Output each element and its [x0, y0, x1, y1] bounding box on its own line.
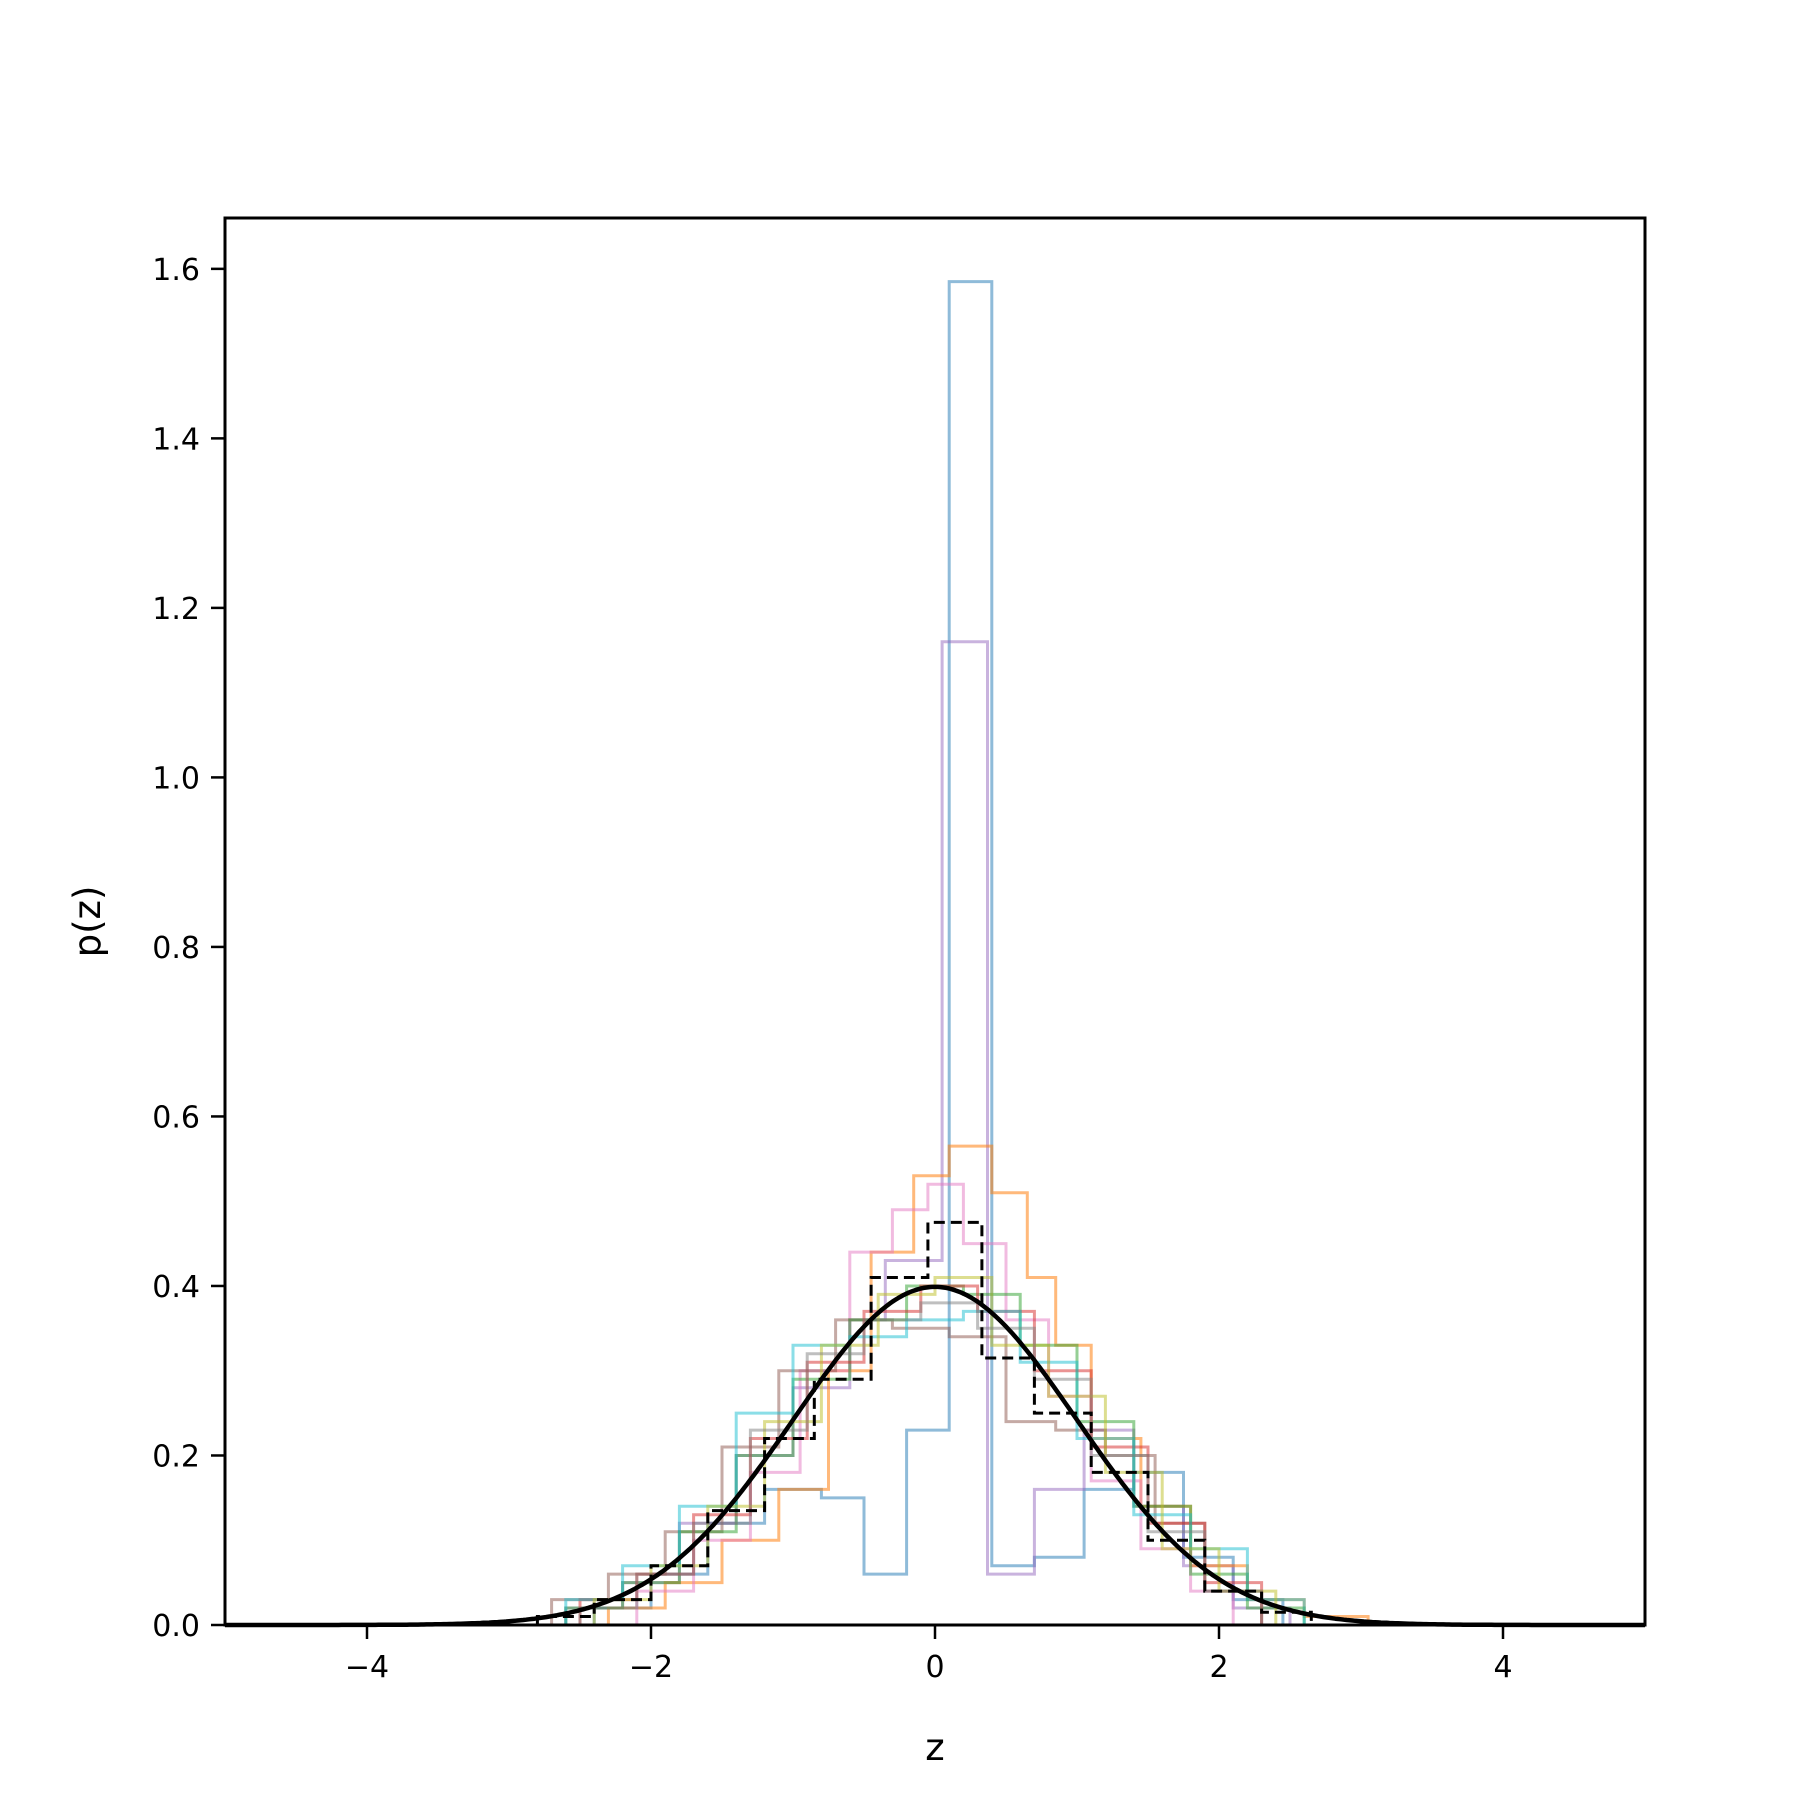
x-tick-label: 2: [1209, 1650, 1228, 1685]
y-tick-label: 0.6: [152, 1100, 200, 1135]
reference-histogram: [535, 1220, 1313, 1625]
y-tick-label: 0.4: [152, 1270, 200, 1305]
plot-frame: [223, 216, 1647, 1627]
histogram-series-4: [635, 1182, 1235, 1625]
y-axis-ticks: 0.0 0.2 0.4 0.6 0.8 1.0 1.2 1.4 1.6: [152, 253, 225, 1644]
y-tick-label: 0.0: [152, 1609, 200, 1644]
normal-pdf-curve: [225, 1284, 1645, 1628]
histogram-series-10: [578, 1301, 1264, 1625]
reference-histogram-layer: [535, 1220, 1313, 1625]
x-tick-label: 4: [1493, 1650, 1512, 1685]
y-tick-label: 1.2: [152, 592, 200, 627]
x-axis-label: z: [925, 1726, 944, 1769]
histogram-series-2: [564, 640, 1292, 1625]
histogram-layer: [550, 280, 1370, 1625]
histogram-series-8: [564, 1309, 1306, 1625]
y-tick-label: 0.8: [152, 931, 200, 966]
histogram-series-5: [550, 1318, 1264, 1625]
y-axis-label: p(z): [66, 886, 109, 958]
x-axis-ticks: −4 −2 0 2 4: [345, 1625, 1513, 1685]
y-tick-label: 1.6: [152, 253, 200, 288]
y-tick-label: 1.0: [152, 761, 200, 796]
x-tick-label: −4: [345, 1650, 389, 1685]
x-tick-label: −2: [629, 1650, 673, 1685]
y-tick-label: 1.4: [152, 422, 200, 457]
histogram-series-1: [592, 280, 1285, 1625]
x-tick-label: 0: [925, 1650, 944, 1685]
y-tick-label: 0.2: [152, 1439, 200, 1474]
